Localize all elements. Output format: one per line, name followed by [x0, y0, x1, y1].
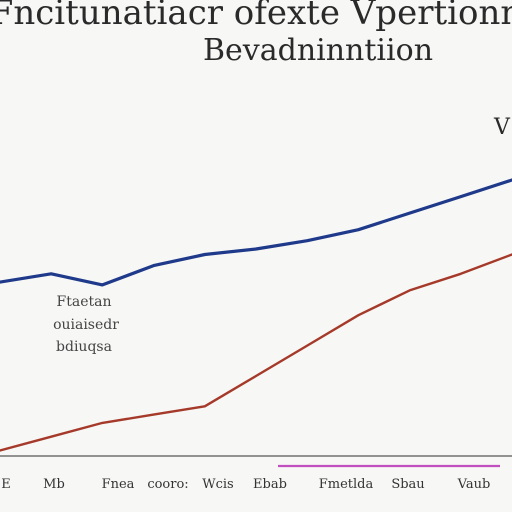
- x-tick-label: Fmetlda: [319, 477, 374, 492]
- annotation-line-3: bdiuqsa: [56, 339, 112, 355]
- annotation: Ftaetan ouiaisedr bdiuqsa: [53, 294, 119, 355]
- x-tick-label: E: [1, 477, 11, 492]
- x-tick-label: Wcis: [202, 477, 233, 492]
- x-axis: E Mb Fnea cooro: Wcis Ebab Fmetlda Sbau Vaub: [0, 455, 512, 492]
- annotation-line-2: ouiaisedr: [53, 317, 119, 333]
- x-tick-label: cooro:: [147, 477, 188, 492]
- series-line-2: [0, 253, 512, 452]
- series-layer: [0, 178, 512, 452]
- series-line-1: [0, 178, 512, 287]
- annotation-line-1: Ftaetan: [57, 294, 112, 310]
- chart-subtitle: Bevadninntiion: [203, 33, 433, 68]
- x-tick-label: Ebab: [253, 477, 287, 492]
- x-tick-label: Vaub: [457, 477, 491, 492]
- x-tick-label: Sbau: [391, 477, 424, 492]
- x-tick-label: Mb: [43, 477, 65, 492]
- corner-mark: V: [493, 115, 511, 140]
- x-tick-label: Fnea: [102, 477, 135, 492]
- chart-title: Fncitunatiacr ofexte Vpertionn: [0, 0, 512, 33]
